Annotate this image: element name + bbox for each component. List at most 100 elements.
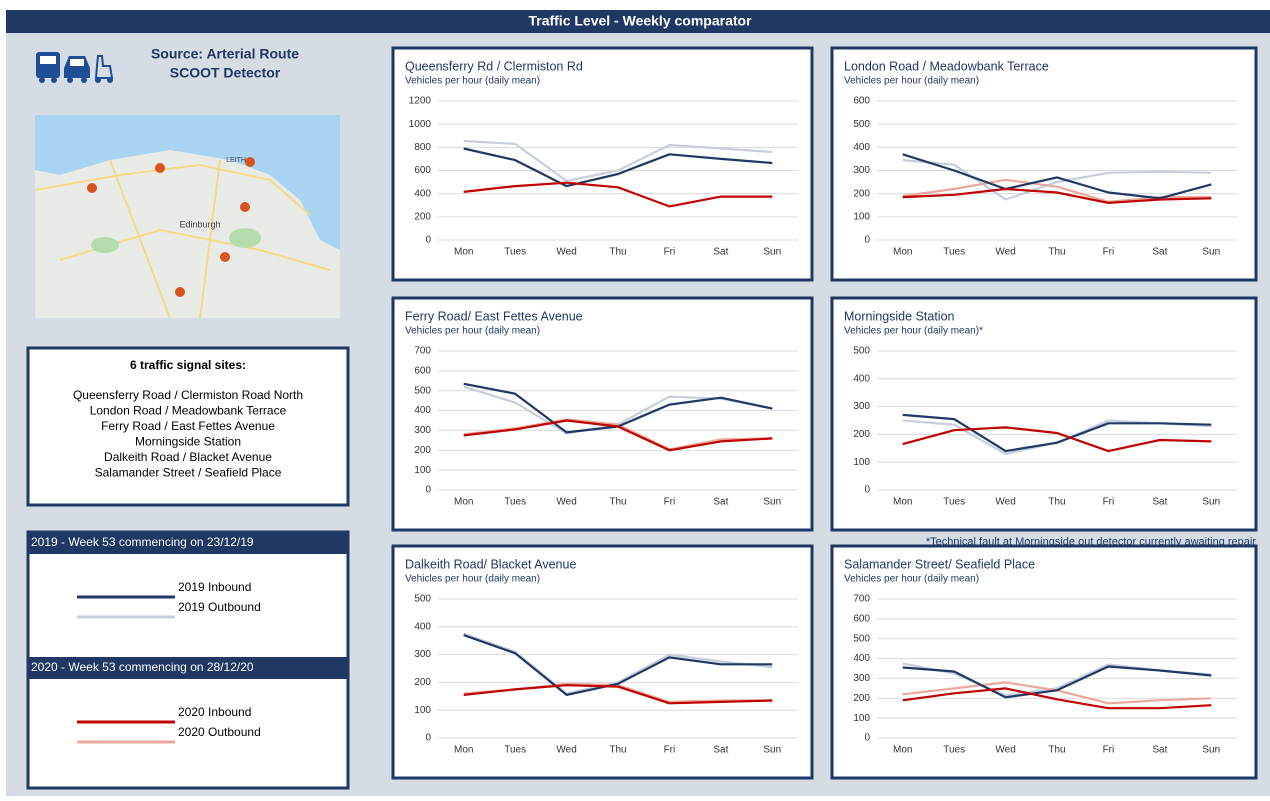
chart-subtitle: Vehicles per hour (daily mean): [844, 574, 979, 585]
x-tick-label: Tues: [943, 247, 965, 258]
x-tick-label: Sun: [1202, 745, 1220, 756]
x-tick-label: Thu: [1048, 247, 1065, 258]
source-text: SCOOT Detector: [170, 65, 281, 81]
y-tick-label: 500: [853, 346, 870, 357]
site-name: Ferry Road / East Fettes Avenue: [101, 419, 275, 433]
y-tick-label: 0: [864, 485, 870, 496]
site-name: Dalkeith Road / Blacket Avenue: [104, 450, 272, 464]
x-tick-label: Mon: [893, 745, 912, 756]
y-tick-label: 300: [414, 425, 431, 436]
x-tick-label: Thu: [1048, 497, 1065, 508]
y-tick-label: 500: [414, 594, 431, 605]
y-tick-label: 600: [414, 365, 431, 376]
x-tick-label: Fri: [664, 745, 676, 756]
y-tick-label: 200: [853, 429, 870, 440]
site-name: Queensferry Road / Clermiston Road North: [73, 388, 303, 402]
site-name: London Road / Meadowbank Terrace: [90, 404, 287, 418]
x-tick-label: Sat: [713, 745, 728, 756]
y-tick-label: 400: [414, 405, 431, 416]
x-tick-label: Sat: [1152, 497, 1167, 508]
x-tick-label: Tues: [504, 497, 526, 508]
x-tick-label: Sat: [1152, 745, 1167, 756]
chart-title: Morningside Station: [844, 309, 955, 323]
y-tick-label: 0: [425, 235, 431, 246]
x-tick-label: Sun: [1202, 497, 1220, 508]
x-tick-label: Fri: [664, 247, 676, 258]
x-tick-label: Mon: [893, 497, 912, 508]
y-tick-label: 300: [414, 649, 431, 660]
legend-label: 2020 Inbound: [178, 705, 251, 719]
y-tick-label: 400: [414, 188, 431, 199]
x-tick-label: Sat: [1152, 247, 1167, 258]
x-tick-label: Mon: [893, 247, 912, 258]
y-tick-label: 0: [864, 733, 870, 744]
page: Traffic Level - Weekly comparator Source…: [0, 0, 1270, 801]
y-tick-label: 600: [853, 613, 870, 624]
y-tick-label: 100: [853, 211, 870, 222]
x-tick-label: Wed: [995, 247, 1015, 258]
x-tick-label: Mon: [454, 745, 473, 756]
y-tick-label: 400: [414, 621, 431, 632]
x-tick-label: Thu: [609, 745, 626, 756]
x-tick-label: Fri: [1103, 745, 1115, 756]
legend-label: 2020 Outbound: [178, 725, 261, 739]
x-tick-label: Tues: [504, 745, 526, 756]
x-tick-label: Tues: [943, 745, 965, 756]
y-tick-label: 0: [864, 235, 870, 246]
legend-group-title: 2019 - Week 53 commencing on 23/12/19: [31, 535, 254, 549]
y-tick-label: 1000: [409, 119, 432, 130]
x-tick-label: Fri: [1103, 247, 1115, 258]
y-tick-label: 100: [853, 713, 870, 724]
x-tick-label: Tues: [943, 497, 965, 508]
y-tick-label: 200: [414, 211, 431, 222]
y-tick-label: 400: [853, 653, 870, 664]
y-tick-label: 400: [853, 373, 870, 384]
x-tick-label: Fri: [1103, 497, 1115, 508]
y-tick-label: 500: [414, 385, 431, 396]
y-tick-label: 600: [853, 96, 870, 107]
x-tick-label: Sun: [1202, 247, 1220, 258]
chart-title: Dalkeith Road/ Blacket Avenue: [405, 557, 576, 571]
x-tick-label: Sun: [763, 247, 781, 258]
x-tick-label: Wed: [556, 745, 576, 756]
chart-subtitle: Vehicles per hour (daily mean): [405, 326, 540, 337]
chart-subtitle: Vehicles per hour (daily mean): [844, 76, 979, 87]
x-tick-label: Sun: [763, 497, 781, 508]
map-label: Edinburgh: [179, 219, 220, 229]
y-tick-label: 0: [425, 733, 431, 744]
x-tick-label: Wed: [556, 497, 576, 508]
dashboard: Traffic Level - Weekly comparator Source…: [0, 0, 1270, 796]
x-tick-label: Tues: [504, 247, 526, 258]
legend-group-title: 2020 - Week 53 commencing on 28/12/20: [31, 660, 254, 674]
y-tick-label: 200: [414, 677, 431, 688]
source-text: Source: Arterial Route: [151, 46, 299, 62]
map: Edinburgh LEITH: [35, 115, 340, 318]
site-name: Salamander Street / Seafield Place: [95, 466, 282, 480]
y-tick-label: 400: [853, 142, 870, 153]
chart-subtitle: Vehicles per hour (daily mean): [405, 76, 540, 87]
x-tick-label: Sat: [713, 247, 728, 258]
map-label: LEITH: [226, 157, 246, 164]
y-tick-label: 100: [853, 457, 870, 468]
y-tick-label: 300: [853, 165, 870, 176]
x-tick-label: Sun: [763, 745, 781, 756]
chart-subtitle: Vehicles per hour (daily mean)*: [844, 326, 983, 337]
y-tick-label: 700: [853, 594, 870, 605]
x-tick-label: Thu: [609, 247, 626, 258]
chart-subtitle: Vehicles per hour (daily mean): [405, 574, 540, 585]
legend-label: 2019 Inbound: [178, 580, 251, 594]
y-tick-label: 600: [414, 165, 431, 176]
y-tick-label: 200: [853, 693, 870, 704]
y-tick-label: 700: [414, 346, 431, 357]
y-tick-label: 200: [853, 188, 870, 199]
y-tick-label: 100: [414, 465, 431, 476]
chart-title: London Road / Meadowbank Terrace: [844, 59, 1049, 73]
header-title: Traffic Level - Weekly comparator: [528, 13, 752, 29]
y-tick-label: 300: [853, 401, 870, 412]
x-tick-label: Wed: [556, 247, 576, 258]
site-name: Morningside Station: [135, 435, 241, 449]
y-tick-label: 800: [414, 142, 431, 153]
chart-title: Ferry Road/ East Fettes Avenue: [405, 309, 583, 323]
y-tick-label: 300: [853, 673, 870, 684]
y-tick-label: 1200: [409, 96, 432, 107]
